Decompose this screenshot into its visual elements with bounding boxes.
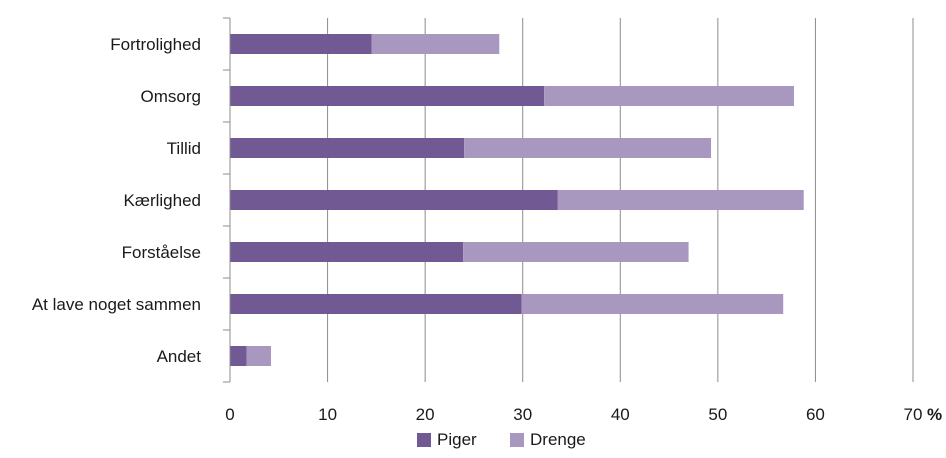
bar-segment xyxy=(230,346,247,366)
x-tick-label: 30 xyxy=(513,405,532,424)
bar-layer xyxy=(230,34,804,366)
legend-swatch xyxy=(417,433,431,447)
legend-label: Drenge xyxy=(530,430,586,449)
legend: Piger Drenge xyxy=(417,430,586,449)
legend-label: Piger xyxy=(437,430,477,449)
bar-segment xyxy=(557,190,804,210)
bar-segment xyxy=(371,34,500,54)
legend-swatch xyxy=(510,433,524,447)
bar-segment xyxy=(544,86,794,106)
bar-segment xyxy=(230,86,545,106)
bar-segment xyxy=(230,34,372,54)
bar-segment xyxy=(230,190,558,210)
category-label: At lave noget sammen xyxy=(32,295,201,314)
x-tick-label: 0 xyxy=(225,405,234,424)
bar-segment xyxy=(463,242,689,262)
bar-segment xyxy=(230,242,464,262)
x-tick-label: 10 xyxy=(318,405,337,424)
category-label: Forståelse xyxy=(122,243,201,262)
category-label: Fortrolighed xyxy=(110,35,201,54)
category-label: Kærlighed xyxy=(124,191,202,210)
bar-segment xyxy=(230,138,465,158)
axis-layer xyxy=(223,17,231,383)
bar-segment xyxy=(246,346,271,366)
label-layer: 0 10 20 30 40 50 60 70 Fortrolighed Omsorg Tillid K… xyxy=(32,35,923,424)
bar-segment xyxy=(230,294,522,314)
x-tick-label: 40 xyxy=(611,405,630,424)
category-label: Tillid xyxy=(167,139,201,158)
x-tick-label: 50 xyxy=(708,405,727,424)
category-label: Omsorg xyxy=(141,87,201,106)
x-axis-unit-label: % xyxy=(927,405,942,424)
category-label: Andet xyxy=(157,347,202,366)
bar-segment xyxy=(521,294,784,314)
x-tick-label: 70 xyxy=(904,405,923,424)
bar-segment xyxy=(464,138,712,158)
x-tick-label: 20 xyxy=(416,405,435,424)
x-tick-label: 60 xyxy=(806,405,825,424)
